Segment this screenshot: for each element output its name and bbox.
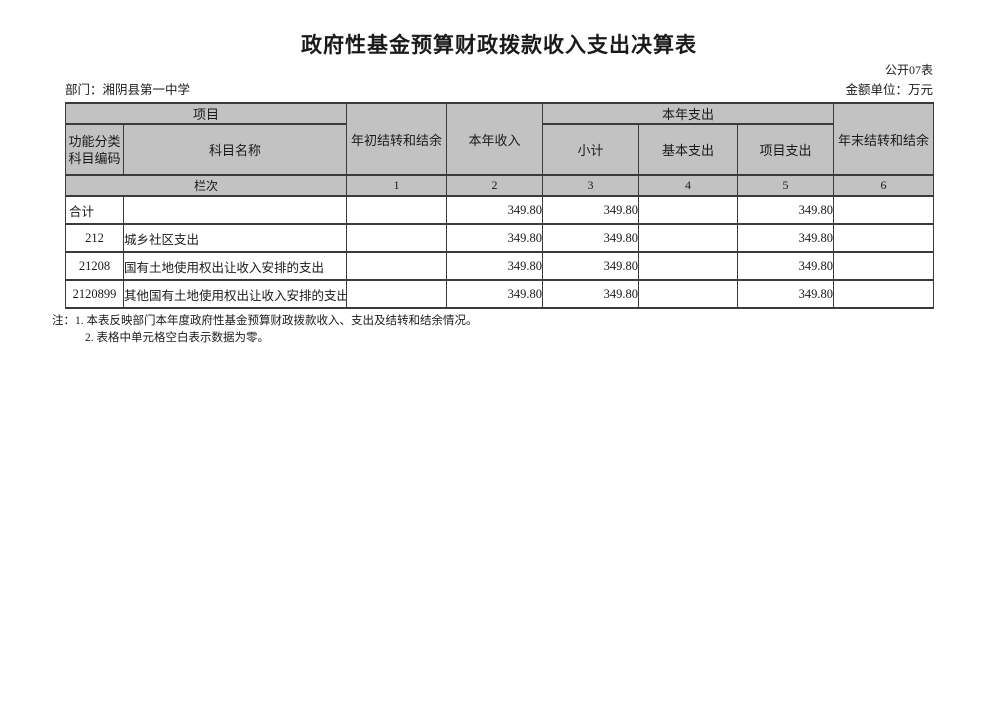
col-header-project: 项目 xyxy=(64,102,348,125)
content-area: 政府性基金预算财政拨款收入支出决算表 公开07表 部门：湘阴县第一中学 金额单位… xyxy=(52,0,935,345)
col-header-end-balance: 年末结转和结余 xyxy=(833,102,935,176)
func-code-line1: 功能分类 xyxy=(68,133,121,149)
cell-end-balance xyxy=(833,279,935,309)
cell-begin-balance xyxy=(346,223,448,253)
cell-current-income: 349.80 xyxy=(446,195,544,225)
cell-subtotal: 349.80 xyxy=(542,251,640,281)
col-header-begin-balance: 年初结转和结余 xyxy=(346,102,448,176)
cell-current-income: 349.80 xyxy=(446,251,544,281)
note-1: 注：1. 本表反映部门本年度政府性基金预算财政拨款收入、支出及结转和结余情况。 xyxy=(52,315,478,327)
cell-basic-expense xyxy=(638,195,739,225)
cell-subtotal: 349.80 xyxy=(542,279,640,309)
department-label: 部门：湘阴县第一中学 xyxy=(65,83,191,97)
header-row-sub: 功能分类 科目编码 科目名称 小计 基本支出 项目支出 xyxy=(65,123,934,176)
col-num-3: 3 xyxy=(542,174,640,197)
cell-begin-balance xyxy=(346,195,448,225)
unit-label: 金额单位：万元 xyxy=(845,83,933,97)
cell-project-expense: 349.80 xyxy=(737,279,835,309)
cell-code: 合计 xyxy=(65,195,124,225)
col-header-func-code: 功能分类 科目编码 xyxy=(65,123,124,176)
cell-subtotal: 349.80 xyxy=(542,195,640,225)
cell-current-income: 349.80 xyxy=(446,279,544,309)
cell-basic-expense xyxy=(638,223,739,253)
cell-basic-expense xyxy=(638,279,739,309)
note-2: 2. 表格中单元格空白表示数据为零。 xyxy=(85,332,269,344)
footnotes: 注：1. 本表反映部门本年度政府性基金预算财政拨款收入、支出及结转和结余情况。 … xyxy=(52,312,933,345)
col-header-subject-name: 科目名称 xyxy=(122,123,348,176)
cell-current-income: 349.80 xyxy=(446,223,544,253)
page-title: 政府性基金预算财政拨款收入支出决算表 xyxy=(301,33,697,57)
col-num-label: 栏次 xyxy=(64,174,348,197)
budget-table: 项目 年初结转和结余 本年收入 本年支出 年末结转和结余 功能分类 科目编码 科… xyxy=(64,102,935,309)
table-row-total: 合计 349.80 349.80 349.80 xyxy=(65,195,935,225)
cell-begin-balance xyxy=(346,279,448,309)
col-num-6: 6 xyxy=(833,174,935,197)
func-code-line2: 科目编码 xyxy=(68,150,121,166)
cell-code: 21208 xyxy=(65,251,124,281)
cell-end-balance xyxy=(833,223,935,253)
cell-subject-name: 国有土地使用权出让收入安排的支出 xyxy=(122,251,348,281)
cell-project-expense: 349.80 xyxy=(737,251,835,281)
col-num-5: 5 xyxy=(737,174,835,197)
cell-subject-name xyxy=(122,195,348,225)
col-num-1: 1 xyxy=(346,174,448,197)
col-header-basic-expense: 基本支出 xyxy=(638,123,739,176)
cell-begin-balance xyxy=(346,251,448,281)
col-num-2: 2 xyxy=(446,174,544,197)
cell-project-expense: 349.80 xyxy=(737,195,835,225)
cell-basic-expense xyxy=(638,251,739,281)
col-num-4: 4 xyxy=(638,174,739,197)
col-header-current-income: 本年收入 xyxy=(446,102,544,176)
header-row-colnums: 栏次 1 2 3 4 5 6 xyxy=(64,174,935,197)
cell-code: 212 xyxy=(65,223,124,253)
form-number-label: 公开07表 xyxy=(884,63,933,77)
meta-row: 部门：湘阴县第一中学 金额单位：万元 xyxy=(65,83,933,98)
cell-code: 2120899 xyxy=(65,279,124,309)
cell-end-balance xyxy=(833,195,935,225)
cell-end-balance xyxy=(833,251,935,281)
table-row: 21208 国有土地使用权出让收入安排的支出 349.80 349.80 349… xyxy=(65,251,935,281)
table-row: 2120899 其他国有土地使用权出让收入安排的支出 349.80 349.80… xyxy=(65,279,935,309)
col-header-current-expense: 本年支出 xyxy=(542,102,835,125)
header-row-group: 项目 年初结转和结余 本年收入 本年支出 年末结转和结余 xyxy=(64,102,935,176)
col-header-subtotal: 小计 xyxy=(542,123,640,176)
cell-project-expense: 349.80 xyxy=(737,223,835,253)
col-header-project-expense: 项目支出 xyxy=(737,123,835,176)
cell-subtotal: 349.80 xyxy=(542,223,640,253)
table-row: 212 城乡社区支出 349.80 349.80 349.80 xyxy=(65,223,935,253)
cell-subject-name: 城乡社区支出 xyxy=(122,223,348,253)
cell-subject-name: 其他国有土地使用权出让收入安排的支出 xyxy=(122,279,348,309)
